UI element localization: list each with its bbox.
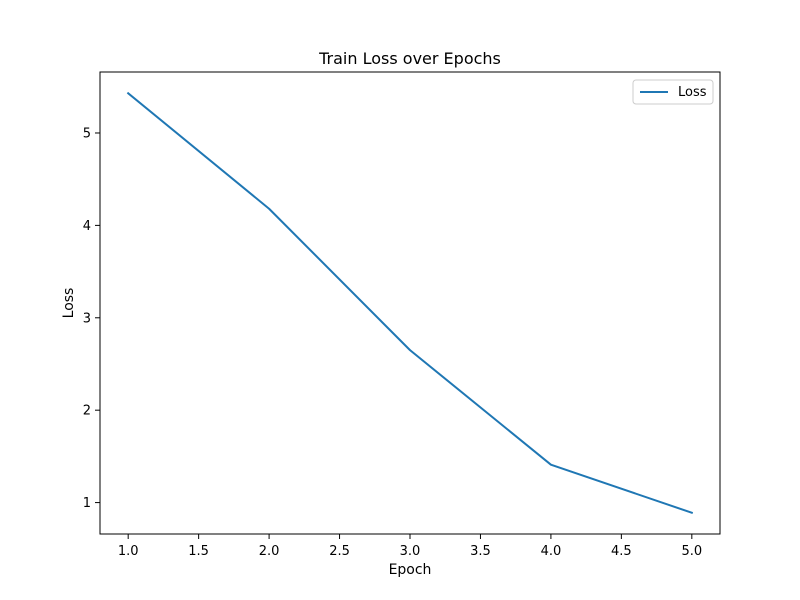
x-axis-ticks: 1.0 1.5 2.0 2.5 3.0 3.5 4.0 4.5 5.0 xyxy=(118,534,702,559)
x-tick-label: 3.5 xyxy=(470,544,491,559)
x-tick-label: 1.5 xyxy=(188,544,209,559)
y-axis-label: Loss xyxy=(61,288,77,319)
y-tick-label: 1 xyxy=(83,496,91,511)
x-tick-label: 1.0 xyxy=(118,544,139,559)
y-tick-label: 4 xyxy=(83,219,91,234)
x-tick-label: 2.0 xyxy=(259,544,280,559)
y-tick-label: 2 xyxy=(83,404,91,419)
x-tick-label: 4.5 xyxy=(611,544,632,559)
series-group xyxy=(126,91,694,515)
y-tick-label: 3 xyxy=(83,311,91,326)
x-tick-label: 4.0 xyxy=(541,544,562,559)
y-tick-label: 5 xyxy=(83,126,91,141)
y-axis-ticks: 1 2 3 4 5 xyxy=(83,126,100,511)
legend-box xyxy=(632,79,714,105)
legend: Loss xyxy=(632,79,714,105)
x-tick-label: 2.5 xyxy=(329,544,350,559)
x-axis-label: Epoch xyxy=(389,562,432,578)
plot-area xyxy=(99,71,721,535)
x-tick-label: 3.0 xyxy=(400,544,421,559)
legend-label: Loss xyxy=(678,85,707,100)
x-tick-label: 5.0 xyxy=(681,544,702,559)
chart-title: Train Loss over Epochs xyxy=(318,49,501,68)
series-line-loss xyxy=(126,91,694,515)
